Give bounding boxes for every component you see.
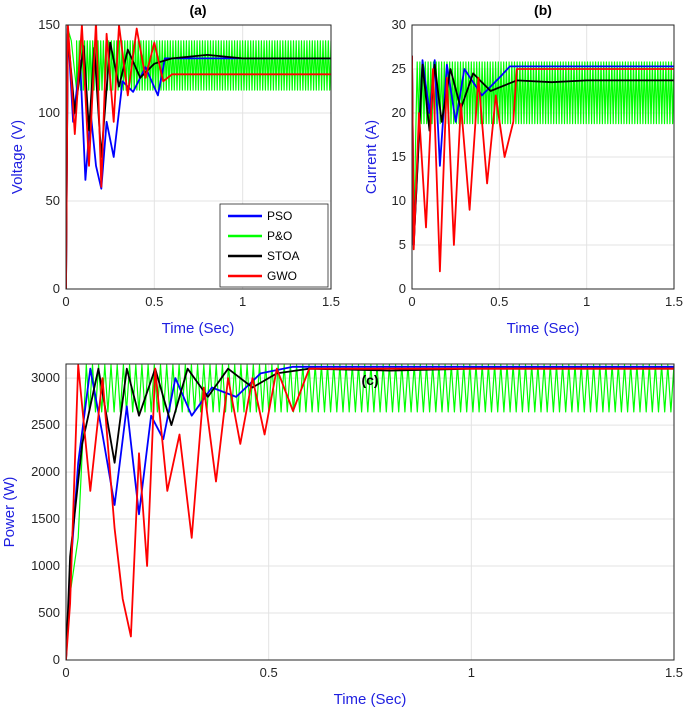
series-line-a-gwo (66, 25, 331, 289)
y-tick-label-c-6: 3000 (31, 370, 60, 385)
x-tick-label-c-0: 0 (62, 665, 69, 680)
y-tick-label-b-5: 25 (392, 61, 406, 76)
chart-title-c: (c) (361, 372, 378, 388)
legend-label-pso: PSO (267, 209, 292, 223)
ticks-b: 0 0.5 1 1.5 0 5 10 15 20 25 30 (392, 17, 684, 309)
legend-label-po: P&O (267, 229, 292, 243)
x-axis-label-b: Time (Sec) (507, 320, 580, 337)
y-tick-label-a-3: 150 (38, 17, 60, 32)
series-line-a-pso (66, 27, 331, 289)
x-tick-label-a-0: 0 (62, 294, 69, 309)
y-tick-label-b-2: 10 (392, 193, 406, 208)
x-tick-label-a-3: 1.5 (322, 294, 340, 309)
y-tick-label-c-3: 1500 (31, 511, 60, 526)
axes-box-b (411, 24, 675, 290)
y-tick-label-b-1: 5 (399, 237, 406, 252)
axes-box-c (65, 363, 675, 661)
y-tick-label-b-6: 30 (392, 17, 406, 32)
series-group-a (66, 25, 331, 289)
axes-box-a (65, 24, 332, 290)
panel-c: 0 0.5 1 1.5 0 500 1000 1500 2000 2500 3000 (c) Tim… (1, 363, 683, 708)
x-tick-label-b-0: 0 (408, 294, 415, 309)
y-tick-label-c-1: 500 (38, 605, 60, 620)
x-tick-label-c-1: 0.5 (260, 665, 278, 680)
y-tick-label-b-0: 0 (399, 281, 406, 296)
x-axis-label-a: Time (Sec) (162, 320, 235, 337)
series-group-b (412, 55, 674, 273)
series-group-c (66, 364, 674, 660)
x-tick-label-b-2: 1 (583, 294, 590, 309)
y-axis-label-a: Voltage (V) (9, 120, 26, 194)
y-tick-label-c-0: 0 (53, 652, 60, 667)
legend-label-stoa: STOA (267, 249, 299, 263)
x-tick-label-c-2: 1 (468, 665, 475, 680)
x-tick-label-a-1: 0.5 (145, 294, 163, 309)
series-line-b-pso (412, 55, 674, 246)
ticks-a: 0 0.5 1 1.5 0 50 100 150 (38, 17, 340, 309)
x-tick-label-b-3: 1.5 (665, 294, 683, 309)
x-tick-label-b-1: 0.5 (490, 294, 508, 309)
series-line-b-gwo (412, 55, 674, 273)
y-tick-label-c-2: 1000 (31, 558, 60, 573)
y-tick-label-a-1: 50 (46, 193, 60, 208)
panel-b: 0 0.5 1 1.5 0 5 10 15 20 25 30 (b) Time (Sec) Curr… (363, 2, 683, 337)
legend-box (219, 203, 329, 288)
y-tick-label-a-0: 0 (53, 281, 60, 296)
y-axis-label-c: Power (W) (1, 477, 18, 548)
y-axis-label-b: Current (A) (363, 120, 380, 194)
ticks-c: 0 0.5 1 1.5 0 500 1000 1500 2000 2500 3000 (31, 370, 683, 680)
chart-title-a: (a) (189, 2, 206, 18)
x-tick-label-a-2: 1 (239, 294, 246, 309)
legend: PSO P&O STOA GWO (219, 203, 329, 288)
series-line-b-stoa (412, 55, 674, 246)
y-tick-label-c-5: 2500 (31, 417, 60, 432)
legend-label-gwo: GWO (267, 269, 297, 283)
x-axis-label-c: Time (Sec) (334, 691, 407, 708)
series-line-b-po (412, 55, 674, 237)
chart-title-b: (b) (534, 2, 552, 18)
y-tick-label-b-4: 20 (392, 105, 406, 120)
x-tick-label-c-3: 1.5 (665, 665, 683, 680)
series-line-c-gwo (66, 364, 674, 660)
y-tick-label-a-2: 100 (38, 105, 60, 120)
y-tick-label-c-4: 2000 (31, 464, 60, 479)
series-line-a-po (66, 27, 331, 289)
series-line-c-pso (66, 365, 674, 660)
y-tick-label-b-3: 15 (392, 149, 406, 164)
panel-a: 0 0.5 1 1.5 0 50 100 150 (a) Time (Sec) Voltage… (9, 2, 340, 337)
